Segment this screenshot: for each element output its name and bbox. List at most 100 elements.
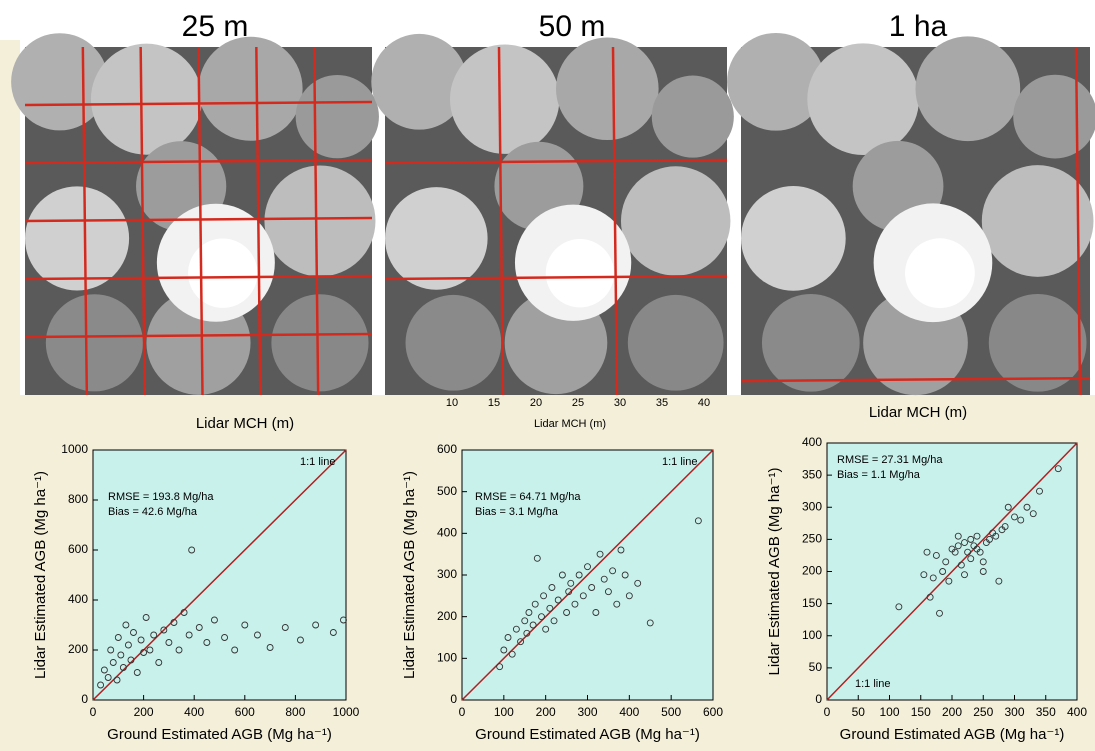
data-point <box>964 548 972 556</box>
data-point <box>142 614 150 621</box>
partial-tick-label: 30 <box>614 397 626 409</box>
data-point <box>266 644 274 651</box>
y-tick-label: 400 <box>68 592 88 606</box>
annotation: RMSE = 27.31 Mg/ha <box>837 454 943 466</box>
data-point <box>1054 465 1062 473</box>
canopy-crown <box>807 43 919 156</box>
y-axis-label: Lidar Estimated AGB (Mg ha⁻¹) <box>32 471 49 679</box>
canopy-crown <box>627 294 724 391</box>
data-point <box>579 592 587 600</box>
data-point <box>122 621 130 629</box>
data-point <box>926 593 934 601</box>
data-point <box>130 629 137 636</box>
data-point <box>1001 523 1009 530</box>
data-point <box>312 621 320 629</box>
data-point <box>945 577 953 585</box>
x-tick-label: 200 <box>942 705 962 719</box>
plot-grid-line <box>740 376 1091 383</box>
data-point <box>512 625 520 633</box>
data-point <box>97 681 105 689</box>
data-point <box>210 616 218 624</box>
y-tick-label: 0 <box>815 692 822 706</box>
canopy-crown <box>188 238 258 308</box>
data-point <box>954 542 962 550</box>
y-tick-label: 50 <box>809 660 823 674</box>
x-tick-label: 600 <box>235 705 255 719</box>
data-point <box>160 626 168 634</box>
data-point <box>525 609 533 616</box>
canopy-crown <box>1013 74 1095 159</box>
data-point <box>119 664 127 671</box>
y-tick-label: 350 <box>802 467 822 481</box>
data-point <box>571 600 579 608</box>
data-point <box>942 558 950 566</box>
data-point <box>932 551 940 559</box>
canopy-crown <box>371 33 468 130</box>
one-to-one-line <box>461 449 714 701</box>
x-tick-label: 50 <box>852 705 866 719</box>
data-point <box>986 535 993 543</box>
data-point <box>107 646 115 654</box>
data-point <box>155 659 163 666</box>
data-point <box>185 631 193 639</box>
data-point <box>241 621 249 629</box>
data-point <box>596 550 604 558</box>
annotation: 1:1 line <box>662 456 697 468</box>
y-tick-label: 100 <box>802 628 822 642</box>
one-to-one-line <box>92 449 347 701</box>
plot-grid-line <box>197 46 204 396</box>
data-point <box>203 639 211 646</box>
annotation: RMSE = 64.71 Mg/ha <box>475 491 581 503</box>
data-point <box>604 588 612 596</box>
y-tick-label: 300 <box>437 567 457 581</box>
canopy-crown <box>620 166 731 276</box>
data-point <box>558 571 566 579</box>
data-point <box>625 592 633 600</box>
data-point <box>967 535 975 543</box>
canopy-crown <box>651 75 734 158</box>
data-point <box>109 659 117 666</box>
data-point <box>979 568 987 575</box>
data-point <box>231 646 239 654</box>
data-point <box>920 571 928 579</box>
data-point <box>195 624 203 631</box>
data-point <box>1023 503 1031 511</box>
annotation: 1:1 line <box>300 456 335 468</box>
data-point <box>1036 487 1043 495</box>
data-point <box>961 571 968 579</box>
data-point <box>976 548 984 556</box>
x-tick-label: 0 <box>90 705 97 719</box>
x-tick-label: 100 <box>879 705 899 719</box>
data-point <box>521 617 529 625</box>
partial-tick-label: 25 <box>572 397 584 409</box>
canopy-crown <box>271 294 369 392</box>
x-tick-label: 500 <box>661 705 681 719</box>
y-tick-label: 150 <box>802 596 822 610</box>
canopy-crown <box>25 186 130 291</box>
data-point <box>563 609 571 616</box>
y-axis-label: Lidar Estimated AGB (Mg ha⁻¹) <box>766 468 783 676</box>
data-point <box>124 641 132 649</box>
data-point <box>939 568 947 575</box>
data-point <box>281 624 289 631</box>
data-point <box>254 631 261 639</box>
plot-grid-line <box>384 274 728 281</box>
data-point <box>221 634 229 641</box>
data-point <box>617 546 625 554</box>
data-point <box>584 563 591 571</box>
x-axis-label: Ground Estimated AGB (Mg ha⁻¹) <box>107 726 332 743</box>
data-point <box>140 649 148 656</box>
data-point <box>995 577 1003 585</box>
y-tick-label: 800 <box>68 492 88 506</box>
data-point <box>170 619 178 626</box>
x-tick-label: 100 <box>494 705 514 719</box>
data-point <box>523 629 531 637</box>
data-point <box>517 638 525 646</box>
data-point <box>588 584 596 591</box>
canopy-crown <box>198 36 303 141</box>
y-tick-label: 0 <box>450 692 457 706</box>
annotation: Bias = 42.6 Mg/ha <box>108 506 198 518</box>
data-point <box>117 651 125 659</box>
canopy-crown <box>90 43 202 155</box>
canopy-crown <box>264 165 376 277</box>
